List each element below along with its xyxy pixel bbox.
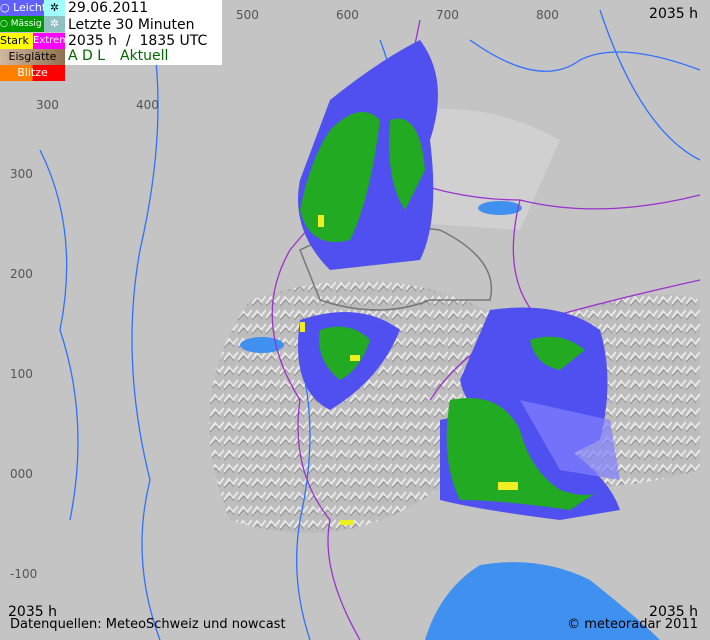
date: 29.06.2011 <box>68 0 149 16</box>
precipitation-strong <box>300 215 518 525</box>
period: Letzte 30 Minuten <box>68 17 195 33</box>
y-label-000: 000 <box>10 467 33 481</box>
time-bottom-left: 2035 h <box>8 604 57 620</box>
mediterranean-sea <box>425 562 660 640</box>
time-top-right: 2035 h <box>649 6 698 22</box>
lake-geneva <box>240 337 284 353</box>
precipitation-moderate <box>300 112 600 510</box>
snowflake-light-icon: ✲ <box>44 0 65 16</box>
y-label-100: 100 <box>10 367 33 381</box>
info-panel: 29.06.2011 Letzte 30 Minuten 2035 h / 18… <box>65 0 222 65</box>
legend-ice: Eisglätte <box>0 49 65 65</box>
mode-adl[interactable]: A D L <box>68 48 106 64</box>
y-label-minus100: -100 <box>10 567 38 581</box>
legend-light: ○ Leicht <box>0 0 44 16</box>
y-label-300a: 300 <box>36 98 59 112</box>
y-label-200: 200 <box>10 267 33 281</box>
lake-constance <box>478 201 522 215</box>
time: 2035 h / 1835 UTC <box>68 33 208 49</box>
legend-strong: Stark <box>0 33 33 49</box>
y-label-400: 400 <box>136 98 159 112</box>
precipitation-light-snow <box>520 400 620 480</box>
data-sources: Datenquellen: MeteoSchweiz und nowcast <box>10 617 286 632</box>
x-label-800: 800 <box>536 8 559 22</box>
legend-light-label: Leicht <box>13 1 44 14</box>
time-bottom-right: 2035 h <box>649 604 698 620</box>
legend-lightning: Blitze <box>0 65 65 81</box>
snowflake-moderate-icon: ✲ <box>44 16 65 32</box>
legend-moderate: ○ Mässig <box>0 16 44 32</box>
x-label-500: 500 <box>236 8 259 22</box>
y-label-300: 300 <box>10 167 33 181</box>
mode-current[interactable]: Aktuell <box>120 48 169 64</box>
copyright: © meteoradar 2011 <box>567 617 698 632</box>
legend-extreme: Extrem <box>33 33 65 49</box>
legend-moderate-label: Mässig <box>10 19 42 29</box>
x-label-600: 600 <box>336 8 359 22</box>
x-label-700: 700 <box>436 8 459 22</box>
